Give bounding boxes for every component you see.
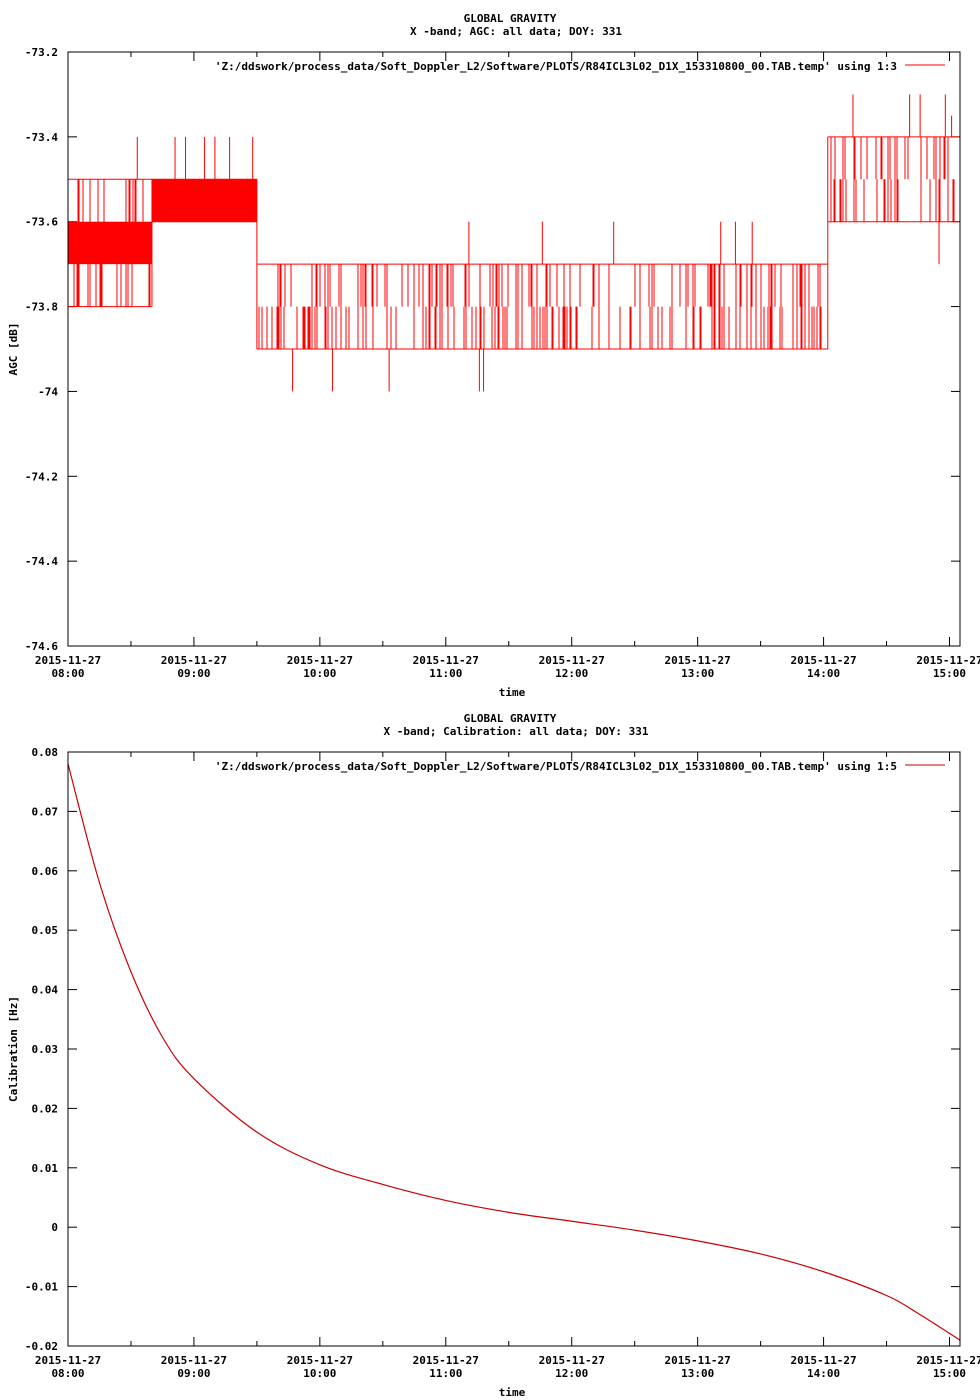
calibration-chart-x-axis-label: time — [499, 1386, 526, 1399]
x-tick-label-time: 14:00 — [807, 1367, 840, 1380]
calibration-chart-plot-area — [67, 763, 961, 1341]
calibration-chart-y-tick-labels: 0.08 0.07 0.06 0.05 0.04 0.03 0.02 0.01 0 -0.01 -0… — [25, 746, 58, 1353]
agc-chart-frame — [67, 51, 961, 647]
x-tick-label-date: 2015-11-27 — [539, 1354, 605, 1367]
y-tick-label: 0.03 — [32, 1043, 59, 1056]
agc-data-segment — [827, 136, 960, 223]
x-tick-label-time: 11:00 — [429, 667, 462, 680]
calibration-chart-x-tick-labels: 2015-11-2708:002015-11-2709:002015-11-27… — [35, 1354, 980, 1380]
agc-data-segment — [151, 178, 258, 349]
x-tick-label-time: 13:00 — [681, 667, 714, 680]
y-tick-label: 0.01 — [32, 1162, 59, 1175]
x-tick-label-date: 2015-11-27 — [790, 654, 856, 667]
y-tick-label: -73.6 — [25, 216, 58, 229]
y-tick-label: -74.6 — [25, 640, 58, 653]
agc-chart-plot-area — [68, 94, 960, 392]
x-tick-label-date: 2015-11-27 — [287, 1354, 353, 1367]
calibration-chart-title: GLOBAL GRAVITY — [464, 712, 557, 725]
x-tick-label-date: 2015-11-27 — [665, 654, 731, 667]
agc-data-trace — [256, 263, 828, 350]
x-tick-label-date: 2015-11-27 — [35, 1354, 101, 1367]
x-tick-label-date: 2015-11-27 — [916, 1354, 980, 1367]
y-tick-label: 0.08 — [32, 746, 59, 759]
y-tick-label: -73.2 — [25, 46, 58, 59]
x-tick-label-date: 2015-11-27 — [35, 654, 101, 667]
agc-chart-x-tick-labels: 2015-11-2708:002015-11-2709:002015-11-27… — [35, 654, 980, 680]
agc-chart: GLOBAL GRAVITY X -band; AGC: all data; D… — [7, 12, 980, 699]
x-tick-label-time: 14:00 — [807, 667, 840, 680]
calibration-chart-legend-label: 'Z:/ddswork/process_data/Soft_Doppler_L2… — [215, 760, 897, 773]
y-tick-label: -73.4 — [25, 131, 58, 144]
calibration-chart-ticks — [67, 751, 960, 1347]
x-tick-label-date: 2015-11-27 — [287, 654, 353, 667]
x-tick-label-time: 10:00 — [303, 1367, 336, 1380]
agc-chart-legend-label: 'Z:/ddswork/process_data/Soft_Doppler_L2… — [215, 60, 897, 73]
calibration-chart-subtitle: X -band; Calibration: all data; DOY: 331 — [384, 725, 649, 738]
agc-spikes — [136, 94, 953, 392]
y-tick-label: 0.06 — [32, 865, 59, 878]
agc-chart-y-axis-label: AGC [dB] — [7, 323, 20, 376]
x-tick-label-time: 11:00 — [429, 1367, 462, 1380]
x-tick-label-time: 10:00 — [303, 667, 336, 680]
agc-data-trace — [151, 178, 257, 223]
x-tick-label-time: 12:00 — [555, 1367, 588, 1380]
x-tick-label-time: 15:00 — [933, 1367, 966, 1380]
x-tick-label-date: 2015-11-27 — [413, 1354, 479, 1367]
x-tick-label-time: 09:00 — [177, 667, 210, 680]
y-tick-label: 0 — [51, 1221, 58, 1234]
x-tick-label-date: 2015-11-27 — [790, 1354, 856, 1367]
agc-chart-title: GLOBAL GRAVITY — [464, 12, 557, 25]
agc-chart-subtitle: X -band; AGC: all data; DOY: 331 — [410, 25, 622, 38]
calibration-series-line — [67, 763, 961, 1341]
agc-dense-band — [68, 221, 152, 265]
x-tick-label-date: 2015-11-27 — [665, 1354, 731, 1367]
y-tick-label: -74.2 — [25, 470, 58, 483]
x-tick-label-date: 2015-11-27 — [413, 654, 479, 667]
agc-dense-band — [151, 179, 257, 222]
agc-data-segment — [68, 178, 153, 308]
y-tick-label: -74.4 — [25, 555, 58, 568]
x-tick-label-date: 2015-11-27 — [161, 654, 227, 667]
y-tick-label: -0.01 — [25, 1281, 58, 1294]
x-tick-label-date: 2015-11-27 — [916, 654, 980, 667]
x-tick-label-date: 2015-11-27 — [539, 654, 605, 667]
x-tick-label-time: 15:00 — [933, 667, 966, 680]
x-tick-label-time: 08:00 — [51, 1367, 84, 1380]
calibration-chart-frame — [67, 751, 961, 1347]
calibration-chart: GLOBAL GRAVITY X -band; Calibration: all… — [7, 712, 980, 1399]
x-tick-label-time: 12:00 — [555, 667, 588, 680]
x-tick-label-date: 2015-11-27 — [161, 1354, 227, 1367]
agc-chart-y-tick-labels: -73.2 -73.4 -73.6 -73.8 -74 -74.2 -74.4 -74.6 — [25, 46, 58, 653]
y-tick-label: 0.05 — [32, 924, 59, 937]
x-tick-label-time: 09:00 — [177, 1367, 210, 1380]
x-tick-label-time: 08:00 — [51, 667, 84, 680]
y-tick-label: 0.04 — [32, 984, 59, 997]
y-tick-label: 0.07 — [32, 805, 59, 818]
y-tick-label: 0.02 — [32, 1102, 59, 1115]
calibration-chart-y-axis-label: Calibration [Hz] — [7, 996, 20, 1102]
agc-data-trace — [827, 136, 960, 223]
agc-chart-x-axis-label: time — [499, 686, 526, 699]
y-tick-label: -73.8 — [25, 301, 58, 314]
x-tick-label-time: 13:00 — [681, 1367, 714, 1380]
y-tick-label: -0.02 — [25, 1340, 58, 1353]
y-tick-label: -74 — [38, 385, 58, 398]
